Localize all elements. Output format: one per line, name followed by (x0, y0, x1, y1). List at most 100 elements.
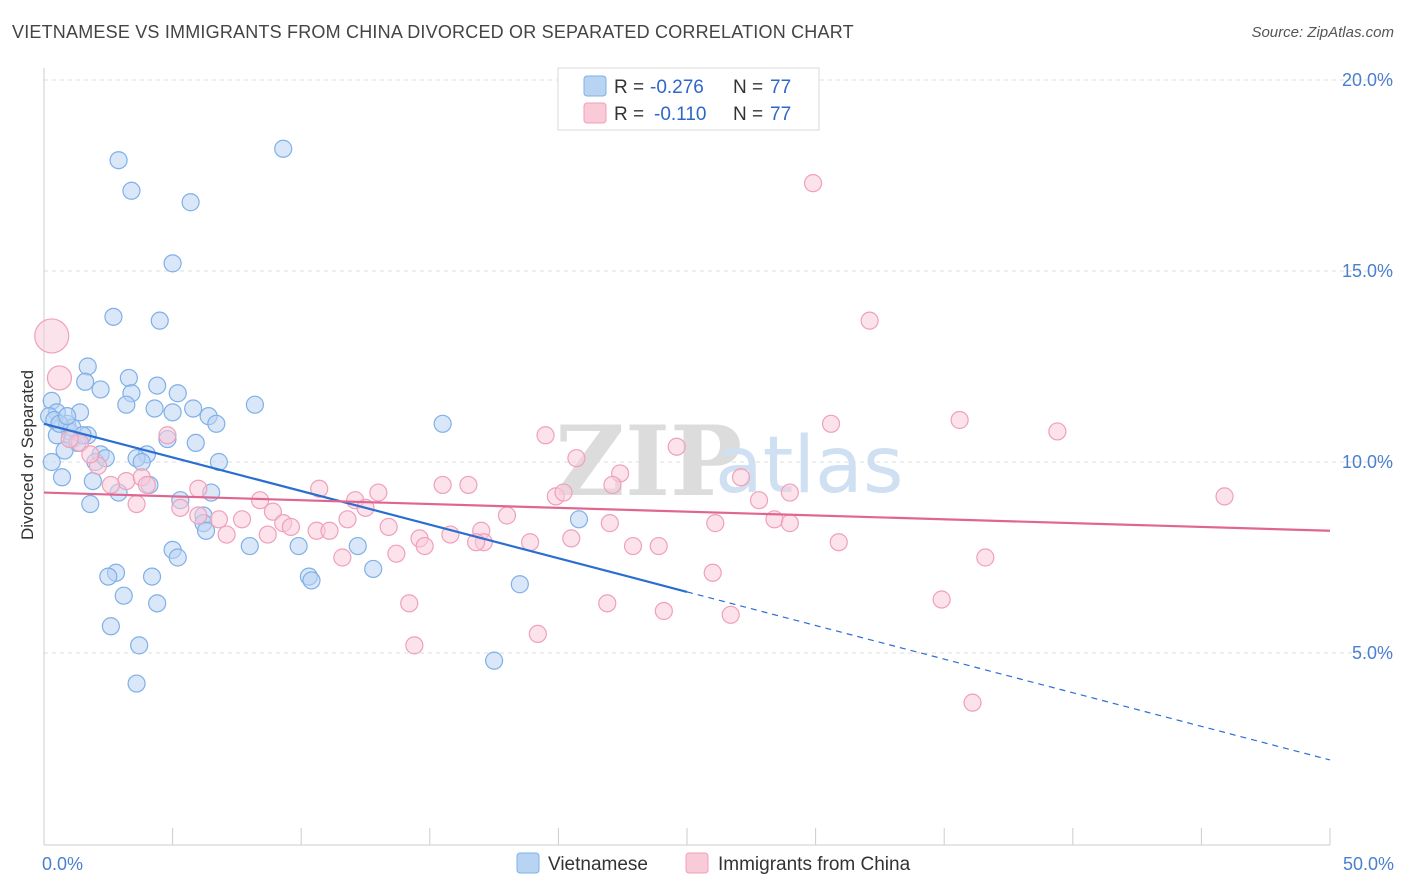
point-vietnamese-7 (78, 357, 97, 376)
point-china-57 (333, 548, 352, 567)
point-vietnamese-0 (109, 151, 128, 170)
point-vietnamese-41 (52, 468, 72, 487)
trend-line-1 (43, 491, 1331, 532)
point-china-74 (281, 517, 301, 537)
point-vietnamese-57 (364, 559, 383, 579)
point-vietnamese-59 (99, 567, 118, 586)
point-china-3 (860, 311, 879, 330)
point-vietnamese-74 (132, 452, 151, 472)
point-china-29 (127, 494, 146, 514)
point-china-69 (101, 475, 120, 495)
point-china-64 (721, 605, 740, 624)
point-china-59 (703, 563, 722, 582)
trend-line-0 (43, 422, 688, 593)
point-china-14 (731, 468, 751, 487)
point-china-23 (780, 483, 799, 502)
watermark-zip: ZIP (555, 405, 742, 518)
point-vietnamese-64 (114, 586, 133, 605)
point-china-35 (232, 510, 252, 529)
point-china-55 (415, 536, 434, 556)
point-china-32 (263, 502, 283, 521)
point-vietnamese-56 (168, 548, 187, 567)
point-china-11 (567, 449, 586, 468)
point-china-54 (649, 536, 668, 556)
point-vietnamese-63 (510, 575, 529, 594)
point-china-56 (387, 544, 406, 563)
watermark-atlas: atlas (715, 421, 904, 511)
point-china-53 (829, 533, 848, 552)
point-vietnamese-26 (207, 414, 226, 433)
legend-n-label-1: N = (733, 77, 763, 98)
point-china-20 (189, 479, 208, 498)
point-china-60 (400, 594, 419, 613)
point-china-5 (821, 414, 841, 433)
legend-r-value-2: -0.110 (654, 104, 706, 125)
point-vietnamese-13 (168, 384, 187, 403)
point-china-75 (554, 483, 573, 502)
trend-lines (43, 422, 1331, 761)
point-vietnamese-18 (184, 399, 203, 418)
x-tick-label-0: 0.0% (42, 854, 83, 874)
point-vietnamese-2 (181, 193, 200, 212)
y-tick-label-0: 5.0% (1352, 643, 1393, 663)
point-vietnamese-9 (76, 372, 95, 391)
point-china-2 (803, 174, 823, 193)
point-vietnamese-53 (289, 536, 308, 556)
point-china-62 (932, 590, 951, 609)
point-china-34 (209, 510, 228, 529)
point-china-37 (600, 514, 619, 533)
point-vietnamese-47 (81, 494, 100, 514)
point-china-50 (623, 536, 643, 556)
point-china-67 (963, 693, 982, 712)
legend-r-value-1: -0.276 (650, 77, 704, 98)
point-china-7 (536, 426, 555, 445)
point-china-0 (34, 318, 70, 354)
legend-swatch-bottom-vietnamese (516, 852, 540, 874)
y-axis-label: Divorced or Separated (18, 370, 37, 540)
point-china-45 (217, 525, 236, 544)
point-vietnamese-62 (302, 571, 321, 590)
point-vietnamese-3 (274, 139, 293, 158)
point-vietnamese-16 (245, 395, 265, 414)
legend-label-china: Immigrants from China (718, 854, 911, 875)
point-vietnamese-15 (117, 395, 136, 414)
legend-swatch-bottom-china (685, 852, 709, 874)
point-vietnamese-52 (240, 536, 259, 556)
point-china-46 (258, 525, 277, 544)
point-vietnamese-11 (91, 380, 110, 399)
y-tick-label-1: 10.0% (1342, 452, 1393, 472)
point-vietnamese-68 (485, 651, 504, 670)
point-china-43 (379, 517, 398, 537)
chart-title: VIETNAMESE VS IMMIGRANTS FROM CHINA DIVO… (12, 22, 854, 42)
point-vietnamese-34 (186, 433, 205, 452)
legend-r-label-1: R = (614, 77, 644, 98)
point-vietnamese-67 (130, 636, 149, 655)
point-china-1 (46, 365, 73, 391)
point-china-17 (603, 475, 622, 495)
series-legend: Vietnamese Immigrants from China (516, 852, 911, 875)
point-vietnamese-1 (122, 181, 141, 200)
point-china-15 (433, 475, 452, 495)
point-china-63 (654, 601, 673, 621)
point-vietnamese-5 (104, 307, 123, 326)
y-tick-label-2: 15.0% (1342, 261, 1393, 281)
point-vietnamese-69 (127, 674, 146, 693)
point-china-8 (158, 426, 177, 445)
point-china-38 (706, 514, 725, 533)
point-vietnamese-8 (119, 368, 138, 388)
point-china-25 (749, 491, 769, 510)
point-china-76 (81, 445, 100, 464)
correlation-legend: R = -0.276 N = 77 R = -0.110 N = 77 (557, 67, 820, 131)
point-vietnamese-60 (142, 567, 162, 586)
point-china-49 (562, 529, 581, 548)
legend-label-vietnamese: Vietnamese (548, 854, 648, 875)
axes (43, 68, 1331, 846)
y-tick-label-3: 20.0% (1342, 70, 1393, 90)
point-china-72 (338, 510, 357, 529)
data-points (34, 139, 1234, 712)
point-china-22 (369, 483, 388, 502)
point-vietnamese-66 (101, 617, 120, 636)
legend-n-label-2: N = (733, 104, 763, 125)
point-china-33 (497, 506, 517, 525)
point-china-18 (117, 472, 136, 491)
